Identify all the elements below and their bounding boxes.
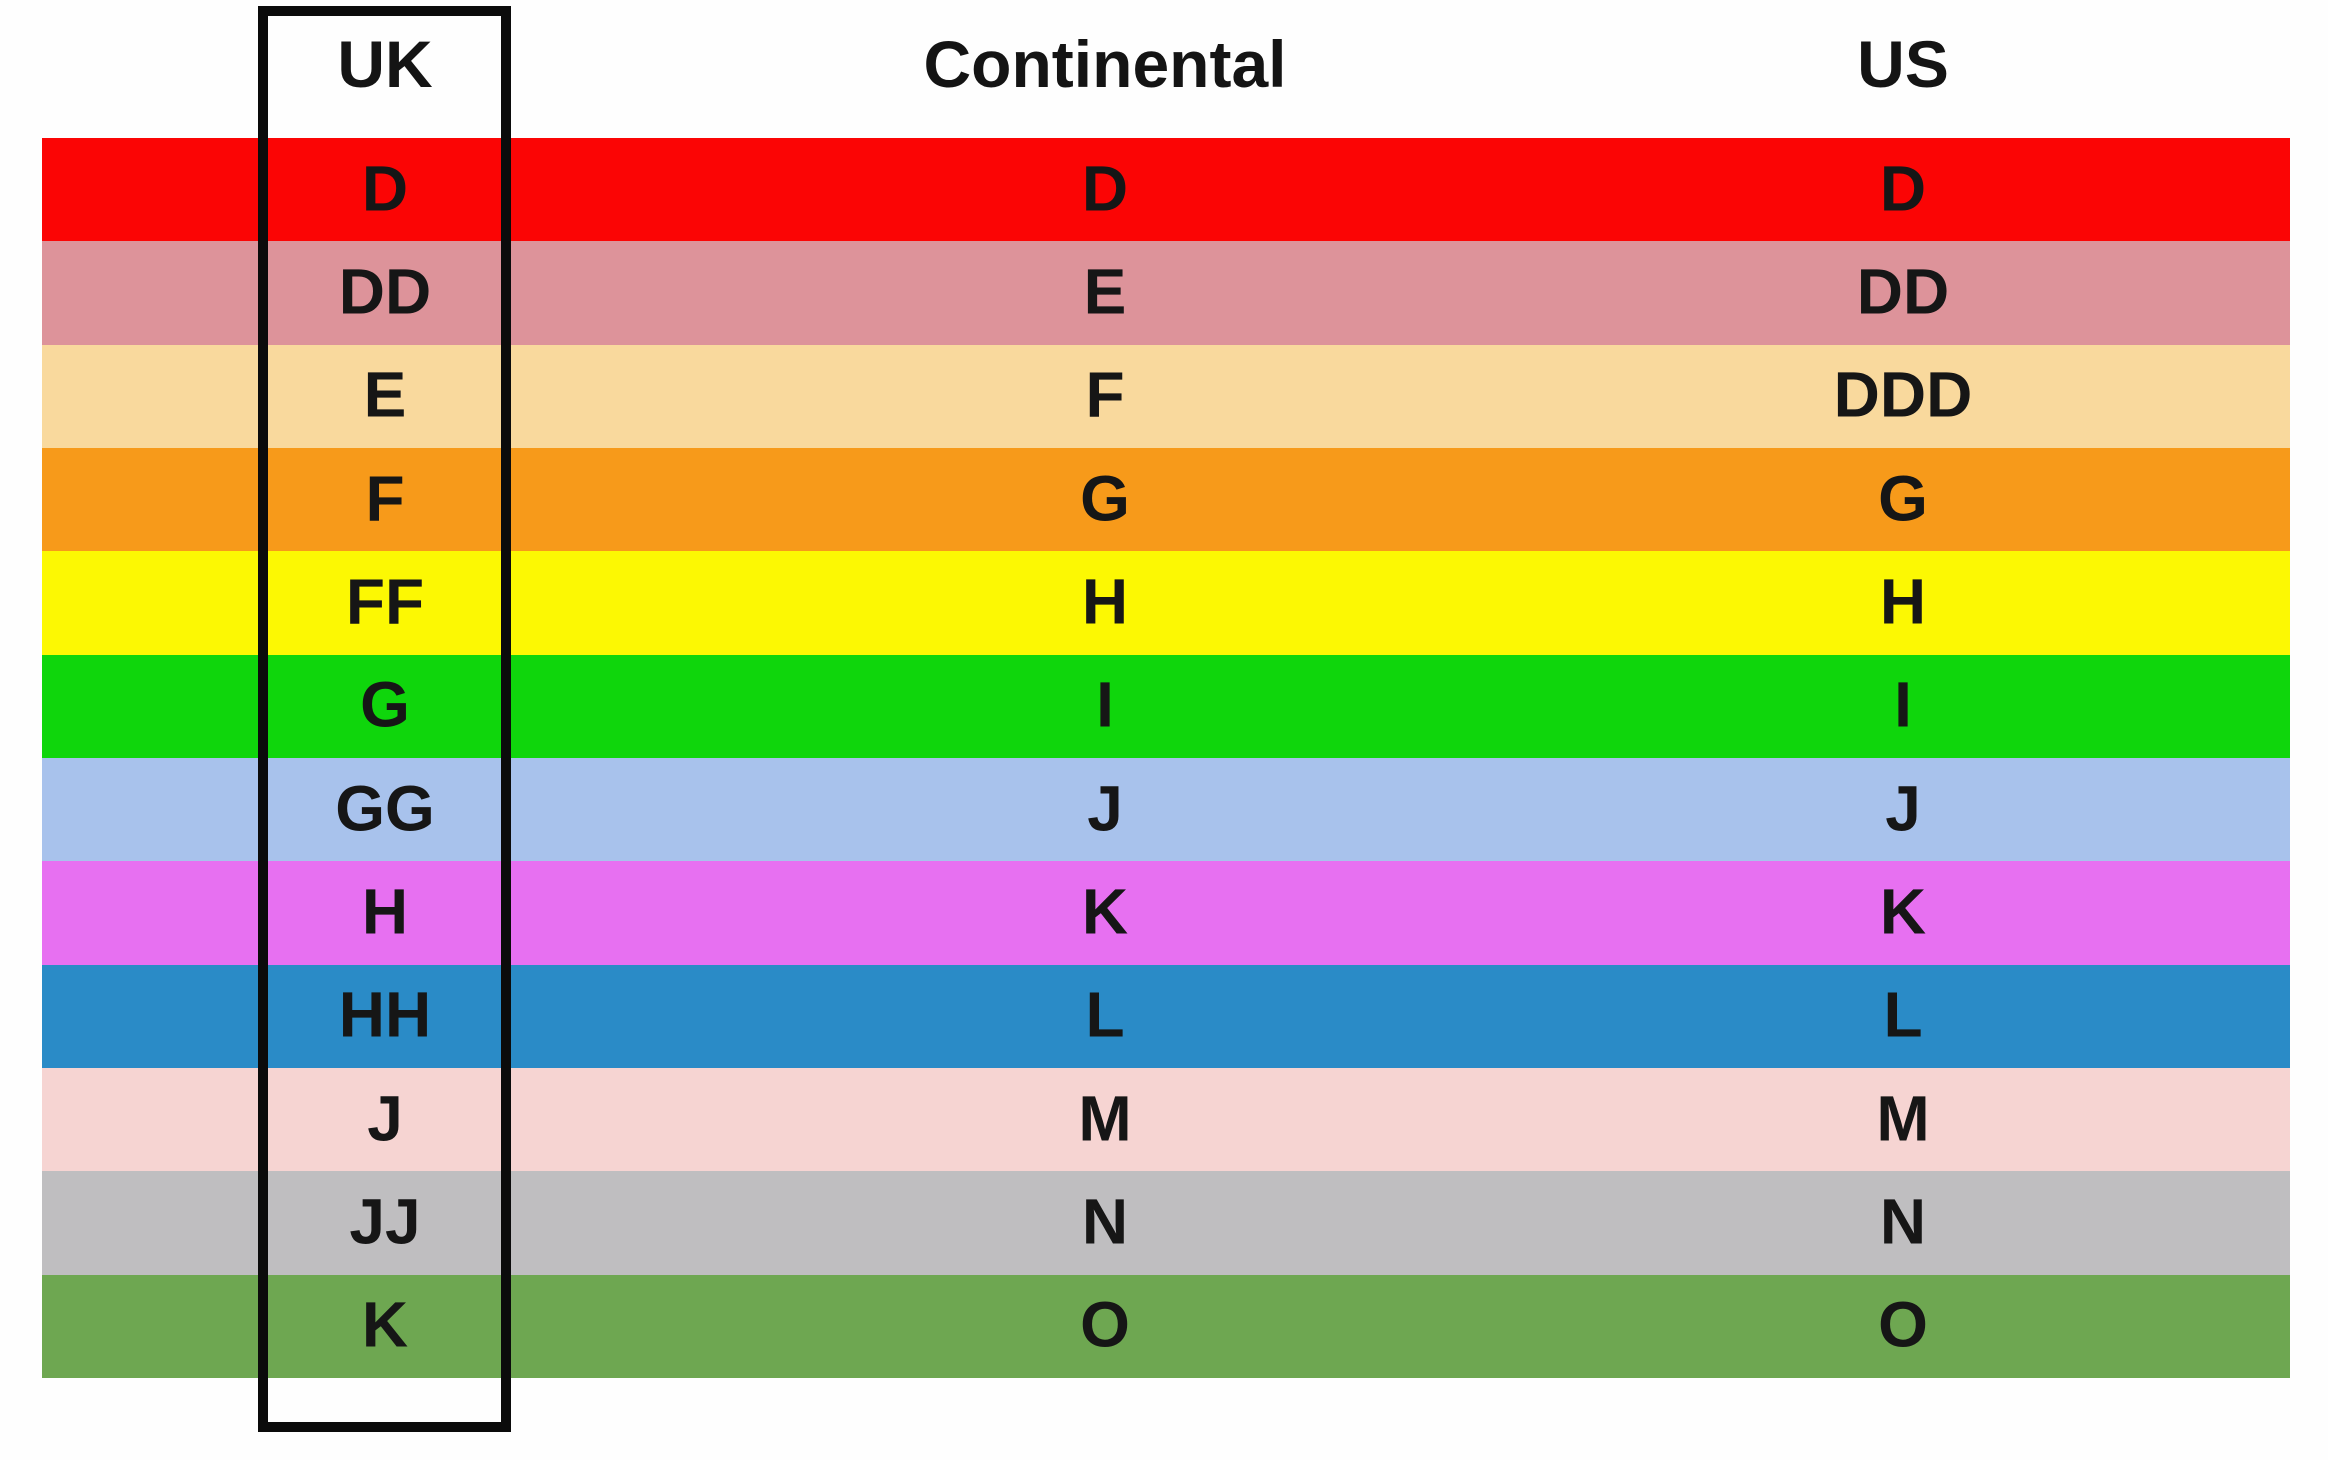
cell-continental: E xyxy=(1083,255,1127,328)
table-row: FF H H xyxy=(42,551,2290,655)
cell-uk: FF xyxy=(345,565,425,638)
cell-us: M xyxy=(1876,1082,1930,1155)
table-row: GG J J xyxy=(42,757,2290,862)
cell-us: K xyxy=(1879,875,1927,948)
cell-uk: K xyxy=(361,1288,409,1361)
cell-continental: F xyxy=(1085,358,1125,431)
cell-uk: E xyxy=(363,358,407,431)
cell-continental: L xyxy=(1085,978,1125,1051)
column-header-us: US xyxy=(1857,27,1949,101)
table-row: G I I xyxy=(42,654,2290,758)
cell-us: J xyxy=(1885,772,1921,845)
cell-continental: I xyxy=(1096,668,1114,741)
cell-uk: DD xyxy=(338,255,432,328)
cell-us: O xyxy=(1878,1288,1928,1361)
cell-us: DD xyxy=(1856,255,1950,328)
cell-uk: F xyxy=(365,462,405,535)
table-row: DD E DD xyxy=(42,241,2290,345)
cell-uk: GG xyxy=(335,772,435,845)
cell-uk: H xyxy=(361,875,409,948)
cell-us: H xyxy=(1879,565,1927,638)
cell-us: D xyxy=(1879,152,1927,225)
cell-us: I xyxy=(1894,668,1912,741)
table-row: K O O xyxy=(42,1274,2290,1378)
table-row: J M M xyxy=(42,1067,2290,1172)
cell-us: L xyxy=(1883,978,1923,1051)
uk-column-highlight-box xyxy=(258,6,511,1432)
table-row: H K K xyxy=(42,861,2290,965)
cell-continental: D xyxy=(1081,152,1129,225)
cell-uk: D xyxy=(361,152,409,225)
table-row: D D D xyxy=(42,138,2290,242)
cell-us: N xyxy=(1879,1185,1927,1258)
table-row: F G G xyxy=(42,447,2290,552)
cell-continental: M xyxy=(1078,1082,1132,1155)
table-row: E F DDD xyxy=(42,344,2290,448)
cell-continental: K xyxy=(1081,875,1129,948)
cell-uk: JJ xyxy=(349,1185,421,1258)
cell-us: G xyxy=(1878,462,1928,535)
cell-continental: N xyxy=(1081,1185,1129,1258)
column-header-uk: UK xyxy=(337,27,433,101)
cell-us: DDD xyxy=(1833,358,1973,431)
table-row: HH L L xyxy=(42,964,2290,1068)
table-body: D D D DD E DD E F DDD F G G FF H H G I I… xyxy=(42,138,2290,1378)
cell-uk: J xyxy=(367,1082,403,1155)
cell-continental: H xyxy=(1081,565,1129,638)
table-row: JJ N N xyxy=(42,1171,2290,1275)
cell-uk: G xyxy=(360,668,410,741)
cell-continental: J xyxy=(1087,772,1123,845)
cell-uk: HH xyxy=(338,978,432,1051)
cell-continental: O xyxy=(1080,1288,1130,1361)
column-header-continental: Continental xyxy=(923,27,1287,101)
cell-continental: G xyxy=(1080,462,1130,535)
